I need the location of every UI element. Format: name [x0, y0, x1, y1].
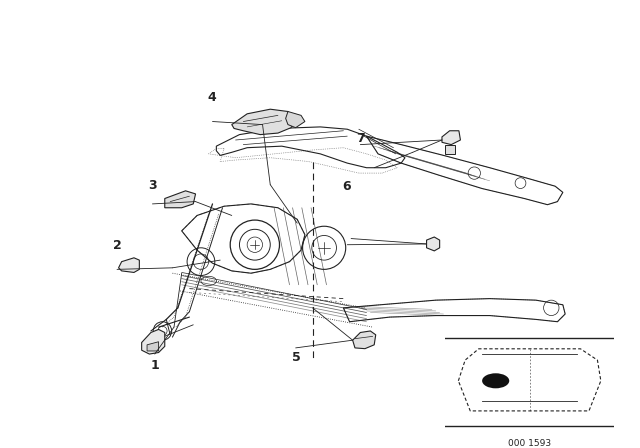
- Polygon shape: [164, 191, 196, 208]
- Circle shape: [482, 373, 509, 388]
- Polygon shape: [118, 258, 140, 272]
- Polygon shape: [353, 331, 376, 349]
- Text: 2: 2: [113, 239, 122, 252]
- Text: 7: 7: [356, 132, 364, 145]
- Text: 1: 1: [150, 359, 159, 372]
- Polygon shape: [442, 131, 460, 145]
- Polygon shape: [285, 112, 305, 128]
- Text: 000 1593: 000 1593: [508, 439, 551, 448]
- Polygon shape: [427, 237, 440, 251]
- Polygon shape: [232, 109, 296, 134]
- Text: 5: 5: [292, 351, 300, 364]
- Text: 6: 6: [342, 180, 351, 193]
- Polygon shape: [147, 342, 159, 351]
- Text: 3: 3: [148, 179, 156, 192]
- Text: 4: 4: [208, 91, 216, 104]
- Polygon shape: [141, 329, 164, 354]
- Polygon shape: [445, 145, 455, 154]
